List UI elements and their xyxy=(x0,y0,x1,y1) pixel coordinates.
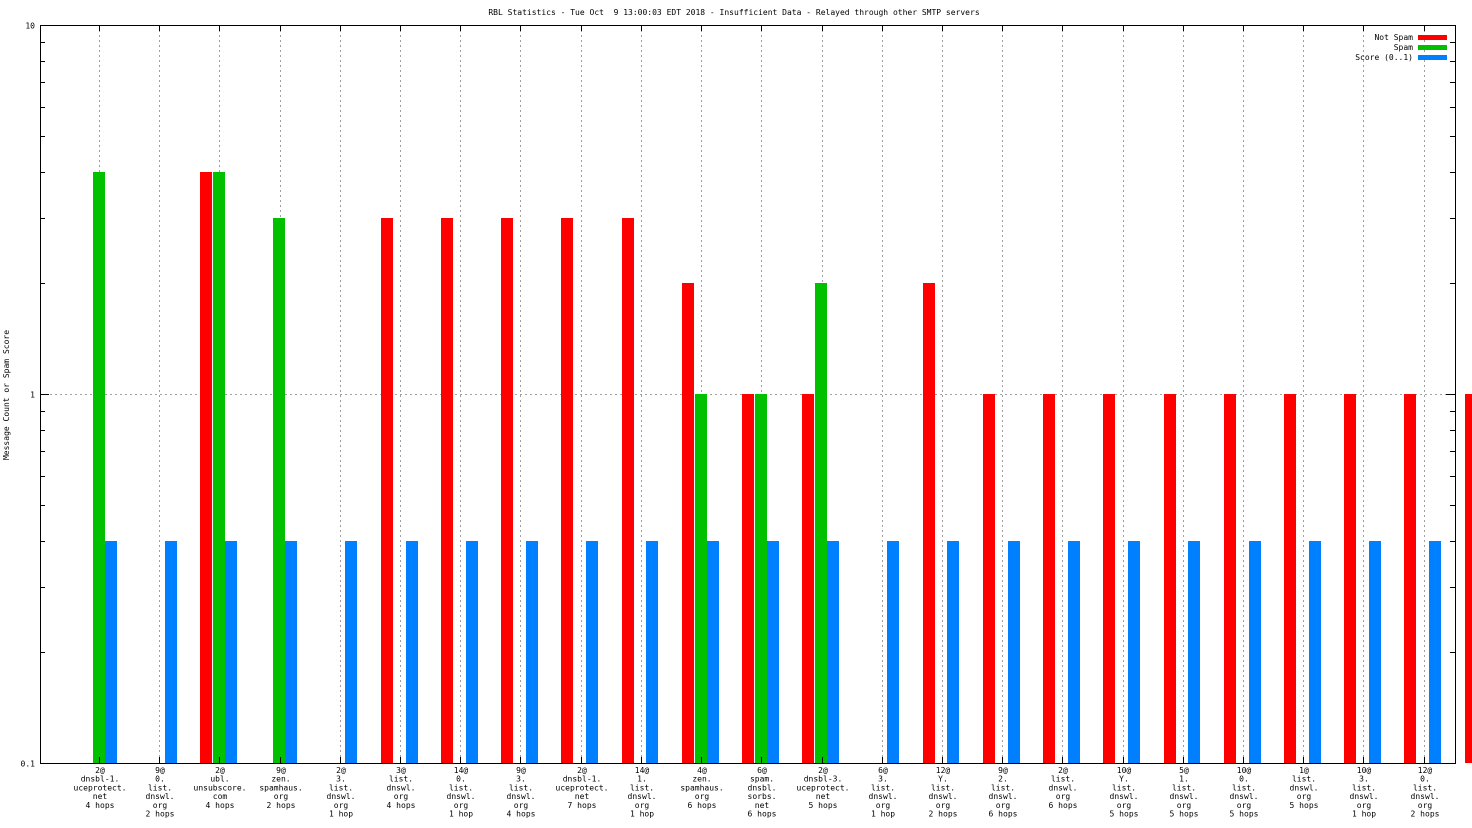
x-tick-label: 4@ zen. spamhaus. org 6 hops xyxy=(680,766,723,810)
bars xyxy=(93,172,1472,763)
x-tick-label: 9@ 3. list. dnswl. org 4 hops xyxy=(507,766,536,819)
bar-spam-11 xyxy=(695,394,707,763)
x-tick-label: 2@ dnsbl-3. uceprotect. net 5 hops xyxy=(797,766,850,810)
x-tick-label: 14@ 1. list. dnswl. org 1 hop xyxy=(628,766,657,819)
x-tick-label: 10@ 0. list. dnswl. org 5 hops xyxy=(1230,766,1259,819)
x-tick-label: 12@ 0. list. dnswl. org 2 hops xyxy=(1411,766,1440,819)
bar-not-spam-21 xyxy=(1344,394,1356,763)
bar-not-spam-17 xyxy=(1103,394,1115,763)
bar-spam-3 xyxy=(213,172,225,763)
bar-not-spam-19 xyxy=(1224,394,1236,763)
bar-not-spam-6 xyxy=(441,218,453,763)
bar-score-0-1-23 xyxy=(1429,541,1441,763)
x-tick-label: 2@ dnsbl-1. uceprotect. net 4 hops xyxy=(74,766,127,810)
bar-not-spam-23 xyxy=(1465,394,1472,763)
bar-not-spam-15 xyxy=(983,394,995,763)
bar-not-spam-11 xyxy=(742,394,754,763)
bar-score-0-1-6 xyxy=(406,541,418,763)
bar-score-0-1-9 xyxy=(586,541,598,763)
bar-not-spam-14 xyxy=(923,283,935,763)
legend-swatch-score-0-1 xyxy=(1418,55,1447,60)
bar-spam-13 xyxy=(815,283,827,763)
bar-not-spam-12 xyxy=(802,394,814,763)
x-tick-label: 9@ 2. list. dnswl. org 6 hops xyxy=(989,766,1018,819)
bar-spam-1 xyxy=(93,172,105,763)
legend-label-not-spam: Not Spam xyxy=(1374,33,1413,42)
y-tick-label: 0.1 xyxy=(21,760,36,769)
x-tick-label: 6@ 3. list. dnswl. org 1 hop xyxy=(869,766,898,819)
bar-score-0-1-15 xyxy=(947,541,959,763)
bar-score-0-1-10 xyxy=(646,541,658,763)
bar-not-spam-20 xyxy=(1284,394,1296,763)
bar-not-spam-5 xyxy=(381,218,393,763)
x-tick-label: 10@ 3. list. dnswl. org 1 hop xyxy=(1350,766,1379,819)
bar-score-0-1-14 xyxy=(887,541,899,763)
x-tick-label: 9@ 0. list. dnswl. org 2 hops xyxy=(146,766,175,819)
x-tick-label: 5@ 1. list. dnswl. org 5 hops xyxy=(1170,766,1199,819)
bar-score-0-1-11 xyxy=(707,541,719,763)
y-tick-label: 1 xyxy=(30,391,35,400)
x-tick-label: 14@ 0. list. dnswl. org 1 hop xyxy=(447,766,476,819)
x-tick-label: 3@ list. dnswl. org 4 hops xyxy=(387,766,416,810)
legend-swatch-spam xyxy=(1418,45,1447,50)
bar-not-spam-9 xyxy=(622,218,634,763)
y-tick-label: 10 xyxy=(25,22,35,31)
bar-score-0-1-12 xyxy=(767,541,779,763)
bar-spam-4 xyxy=(273,218,285,763)
x-tick-label: 6@ spam. dnsbl. sorbs. net 6 hops xyxy=(748,766,777,819)
bar-not-spam-18 xyxy=(1164,394,1176,763)
bar-score-0-1-13 xyxy=(827,541,839,763)
bar-not-spam-7 xyxy=(501,218,513,763)
bar-score-0-1-17 xyxy=(1068,541,1080,763)
bar-score-0-1-1 xyxy=(105,541,117,763)
bar-score-0-1-21 xyxy=(1309,541,1321,763)
x-tick-label: 2@ list. dnswl. org 6 hops xyxy=(1049,766,1078,810)
axis-ticks xyxy=(40,25,1455,764)
bar-not-spam-22 xyxy=(1404,394,1416,763)
bar-not-spam-8 xyxy=(561,218,573,763)
legend-label-score-0-1: Score (0..1) xyxy=(1355,53,1413,62)
x-tick-label: 2@ ubl. unsubscore. com 4 hops xyxy=(194,766,247,810)
bar-spam-12 xyxy=(755,394,767,763)
bar-not-spam-16 xyxy=(1043,394,1055,763)
x-tick-label: 2@ 3. list. dnswl. org 1 hop xyxy=(327,766,356,819)
bar-score-0-1-19 xyxy=(1188,541,1200,763)
bar-score-0-1-4 xyxy=(285,541,297,763)
bar-not-spam-10 xyxy=(682,283,694,763)
x-tick-label: 9@ zen. spamhaus. org 2 hops xyxy=(259,766,302,810)
bar-score-0-1-16 xyxy=(1008,541,1020,763)
x-tick-label: 10@ Y. list. dnswl. org 5 hops xyxy=(1110,766,1139,819)
legend-swatch-not-spam xyxy=(1418,35,1447,40)
y-axis-label: Message Count or Spam Score xyxy=(2,330,11,460)
y-tick-labels: 10 1 0.1 xyxy=(21,22,36,769)
bar-score-0-1-18 xyxy=(1128,541,1140,763)
bar-score-0-1-7 xyxy=(466,541,478,763)
x-tick-label: 1@ list. dnswl. org 5 hops xyxy=(1290,766,1319,810)
x-tick-label: 2@ dnsbl-1. uceprotect. net 7 hops xyxy=(556,766,609,810)
x-tick-labels: 2@ dnsbl-1. uceprotect. net 4 hops 9@ 0. list. d… xyxy=(74,766,1440,819)
x-tick-label: 12@ Y. list. dnswl. org 2 hops xyxy=(929,766,958,819)
bar-score-0-1-22 xyxy=(1369,541,1381,763)
bar-score-0-1-20 xyxy=(1249,541,1261,763)
bar-score-0-1-8 xyxy=(526,541,538,763)
bar-score-0-1-3 xyxy=(225,541,237,763)
bar-score-0-1-2 xyxy=(165,541,177,763)
bar-score-0-1-5 xyxy=(345,541,357,763)
legend-label-spam: Spam xyxy=(1394,43,1413,52)
bar-not-spam-2 xyxy=(200,172,212,763)
chart-title: RBL Statistics - Tue Oct 9 13:00:03 EDT … xyxy=(488,8,979,17)
